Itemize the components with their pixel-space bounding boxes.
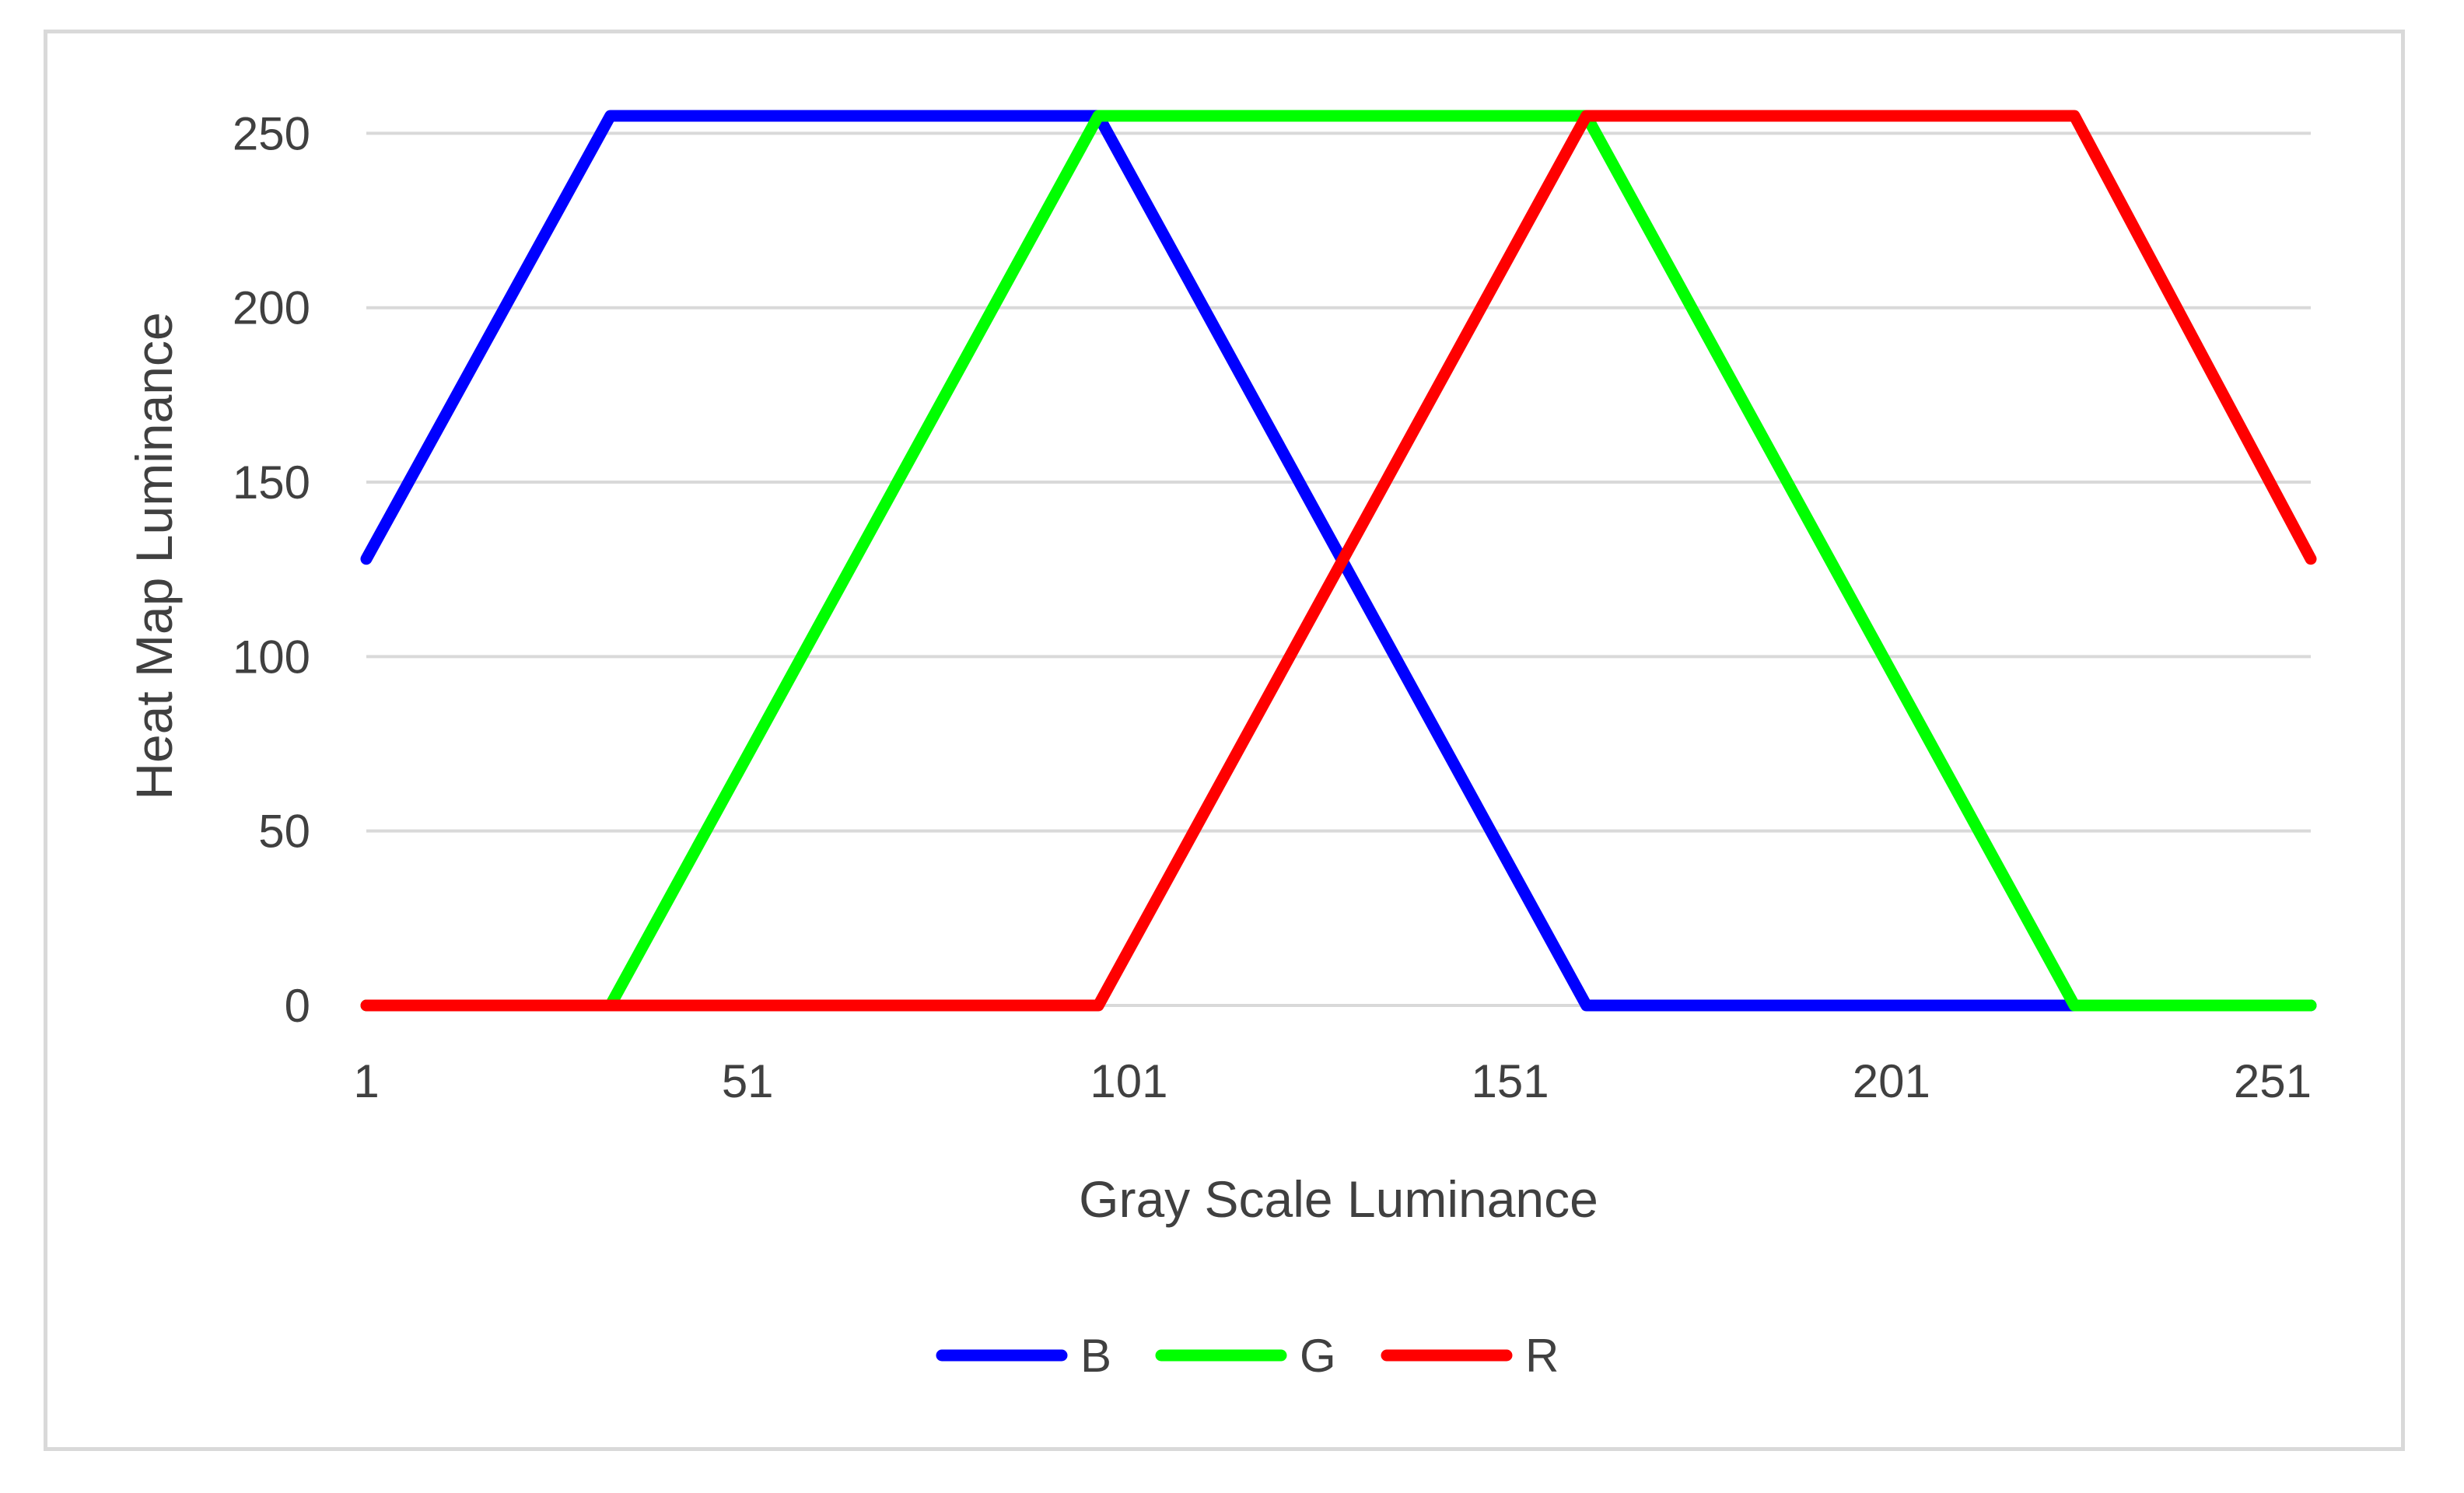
series-lines xyxy=(360,110,2317,1012)
y-axis-title: Heat Map Luminance xyxy=(125,312,183,799)
y-axis-ticks: 0 50 100 150 200 250 xyxy=(233,107,310,1032)
x-axis-ticks: 1 51 101 151 201 251 xyxy=(353,1055,2312,1107)
y-tick-label-0: 0 xyxy=(285,980,310,1032)
x-tick-label-151: 151 xyxy=(1472,1055,1549,1107)
x-tick-label-251: 251 xyxy=(2234,1055,2312,1107)
legend-label-R: R xyxy=(1525,1330,1559,1382)
chart-frame: 0 50 100 150 200 250 1 51 101 151 201 251 Gray Sca… xyxy=(44,30,2405,1451)
x-axis-title: Gray Scale Luminance xyxy=(1079,1170,1598,1228)
y-tick-label-250: 250 xyxy=(233,107,310,159)
x-tick-label-1: 1 xyxy=(353,1055,379,1107)
series-line-R xyxy=(360,110,2317,1012)
legend-label-B: B xyxy=(1080,1330,1111,1382)
x-tick-label-101: 101 xyxy=(1090,1055,1167,1107)
y-tick-label-200: 200 xyxy=(233,282,310,334)
y-tick-label-150: 150 xyxy=(233,456,310,509)
y-tick-label-50: 50 xyxy=(258,806,310,858)
y-tick-label-100: 100 xyxy=(233,631,310,683)
x-tick-label-201: 201 xyxy=(1853,1055,1930,1107)
x-tick-label-51: 51 xyxy=(722,1055,774,1107)
legend-label-G: G xyxy=(1300,1330,1336,1382)
